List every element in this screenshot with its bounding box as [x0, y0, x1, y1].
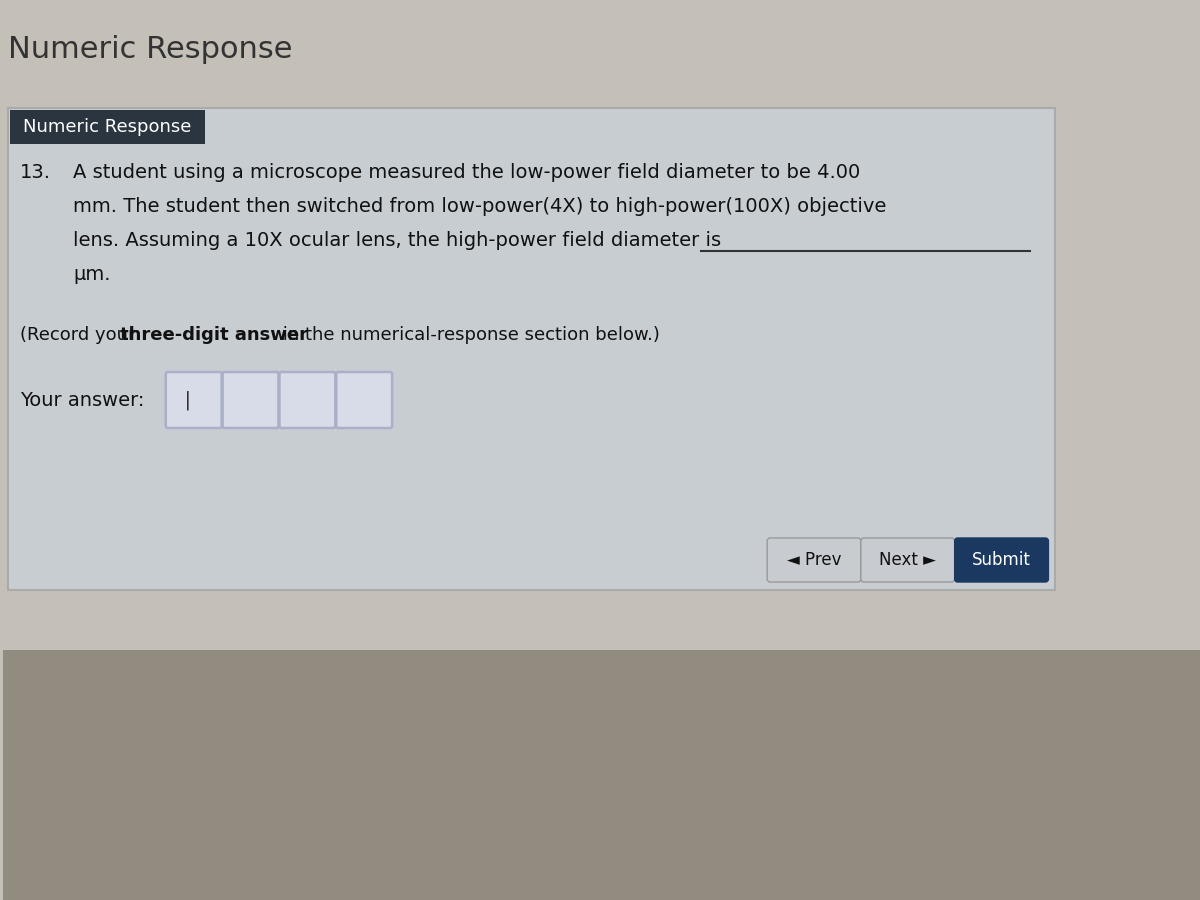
Text: μm.: μm. [73, 266, 110, 284]
Text: Your answer:: Your answer: [20, 391, 144, 410]
Text: 13.: 13. [20, 164, 52, 183]
Text: lens. Assuming a 10X ocular lens, the high-power field diameter is: lens. Assuming a 10X ocular lens, the hi… [73, 231, 721, 250]
FancyBboxPatch shape [767, 538, 860, 582]
Text: Numeric Response: Numeric Response [23, 118, 192, 136]
FancyBboxPatch shape [10, 110, 205, 144]
FancyBboxPatch shape [955, 538, 1049, 582]
FancyBboxPatch shape [166, 372, 222, 428]
FancyBboxPatch shape [860, 538, 955, 582]
FancyBboxPatch shape [280, 372, 335, 428]
Polygon shape [4, 650, 1200, 900]
FancyBboxPatch shape [8, 108, 1055, 590]
Text: Submit: Submit [972, 551, 1031, 569]
Text: Numeric Response: Numeric Response [8, 35, 293, 65]
Text: Next ►: Next ► [880, 551, 936, 569]
FancyBboxPatch shape [336, 372, 392, 428]
Text: (Record your: (Record your [20, 326, 142, 344]
Text: |: | [182, 391, 193, 410]
Text: ◄ Prev: ◄ Prev [787, 551, 841, 569]
Text: mm. The student then switched from low-power(4X) to high-power(100X) objective: mm. The student then switched from low-p… [73, 197, 887, 217]
Text: A student using a microscope measured the low-power field diameter to be 4.00: A student using a microscope measured th… [73, 164, 860, 183]
Polygon shape [4, 0, 1200, 650]
Text: three-digit answer: three-digit answer [120, 326, 308, 344]
Text: in the numerical-response section below.): in the numerical-response section below.… [277, 326, 660, 344]
FancyBboxPatch shape [223, 372, 278, 428]
